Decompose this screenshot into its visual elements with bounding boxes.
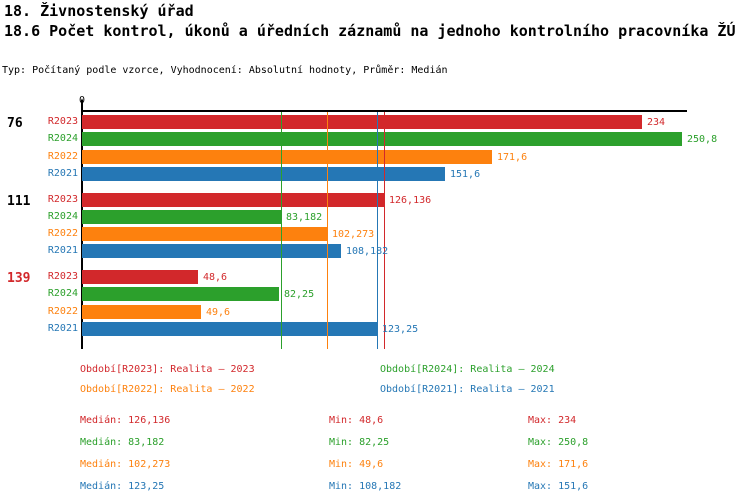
bar-row-label-R2024: R2024 <box>47 211 78 222</box>
bar-value-label-R2024: 83,182 <box>286 212 323 223</box>
legend-item-R2023: Období[R2023]: Realita – 2023 <box>80 364 255 375</box>
bar-R2024 <box>82 210 281 224</box>
bar-R2021 <box>82 167 445 181</box>
bar-row-label-R2021: R2021 <box>47 168 78 179</box>
group-label: 76 <box>7 116 23 131</box>
stat-max-R2022: Max: 171,6 <box>528 459 589 470</box>
bar-R2022 <box>82 305 201 319</box>
page-subtitle: 18.6 Počet kontrol, úkonů a úředních záz… <box>4 22 736 40</box>
bar-R2022 <box>82 227 327 241</box>
bar-row-label-R2022: R2022 <box>47 151 78 162</box>
bar-value-label-R2024: 250,8 <box>687 134 718 145</box>
bar-row-label-R2024: R2024 <box>47 133 78 144</box>
bar-value-label-R2023: 48,6 <box>203 272 228 283</box>
x-axis-line <box>81 110 687 112</box>
bar-row-label-R2021: R2021 <box>47 323 78 334</box>
median-line-R2024 <box>281 112 282 349</box>
bar-R2021 <box>82 322 377 336</box>
median-line-R2023 <box>384 112 385 349</box>
group-label: 139 <box>7 271 31 286</box>
page-title: 18. Živnostenský úřad <box>4 2 194 20</box>
median-line-R2022 <box>327 112 328 349</box>
bar-value-label-R2021: 108,182 <box>346 246 389 257</box>
bar-row-label-R2024: R2024 <box>47 288 78 299</box>
stat-median-R2023: Medián: 126,136 <box>80 415 171 426</box>
bar-R2024 <box>82 287 279 301</box>
median-line-R2021 <box>377 112 378 349</box>
bar-R2021 <box>82 244 341 258</box>
bar-row-label-R2023: R2023 <box>47 194 78 205</box>
stat-min-R2024: Min: 82,25 <box>329 437 390 448</box>
bar-R2022 <box>82 150 492 164</box>
stat-median-R2024: Medián: 83,182 <box>80 437 165 448</box>
bar-value-label-R2023: 234 <box>647 117 666 128</box>
legend-item-R2024: Období[R2024]: Realita – 2024 <box>380 364 555 375</box>
stat-max-R2021: Max: 151,6 <box>528 481 589 492</box>
bar-R2023 <box>82 270 198 284</box>
group-label: 111 <box>7 194 31 209</box>
bar-row-label-R2023: R2023 <box>47 271 78 282</box>
bar-value-label-R2023: 126,136 <box>389 195 432 206</box>
stat-max-R2024: Max: 250,8 <box>528 437 589 448</box>
bar-R2023 <box>82 115 642 129</box>
axis-tick-zero-label: 0 <box>78 95 86 106</box>
y-axis-line <box>81 100 83 349</box>
legend-item-R2021: Období[R2021]: Realita – 2021 <box>380 384 555 395</box>
stat-median-R2021: Medián: 123,25 <box>80 481 165 492</box>
bar-row-label-R2023: R2023 <box>47 116 78 127</box>
stat-min-R2021: Min: 108,182 <box>329 481 402 492</box>
bar-value-label-R2021: 123,25 <box>382 324 419 335</box>
bar-value-label-R2022: 171,6 <box>497 152 528 163</box>
stat-min-R2022: Min: 49,6 <box>329 459 384 470</box>
bar-row-label-R2022: R2022 <box>47 228 78 239</box>
bar-R2023 <box>82 193 384 207</box>
bar-row-label-R2021: R2021 <box>47 245 78 256</box>
bar-R2024 <box>82 132 682 146</box>
bar-row-label-R2022: R2022 <box>47 306 78 317</box>
bar-value-label-R2024: 82,25 <box>284 289 315 300</box>
bar-value-label-R2022: 49,6 <box>206 307 231 318</box>
stat-max-R2023: Max: 234 <box>528 415 577 426</box>
page-meta: Typ: Počítaný podle vzorce, Vyhodnocení:… <box>2 65 448 76</box>
stat-min-R2023: Min: 48,6 <box>329 415 384 426</box>
legend-item-R2022: Období[R2022]: Realita – 2022 <box>80 384 255 395</box>
bar-value-label-R2021: 151,6 <box>450 169 481 180</box>
bar-value-label-R2022: 102,273 <box>332 229 375 240</box>
stat-median-R2022: Medián: 102,273 <box>80 459 171 470</box>
